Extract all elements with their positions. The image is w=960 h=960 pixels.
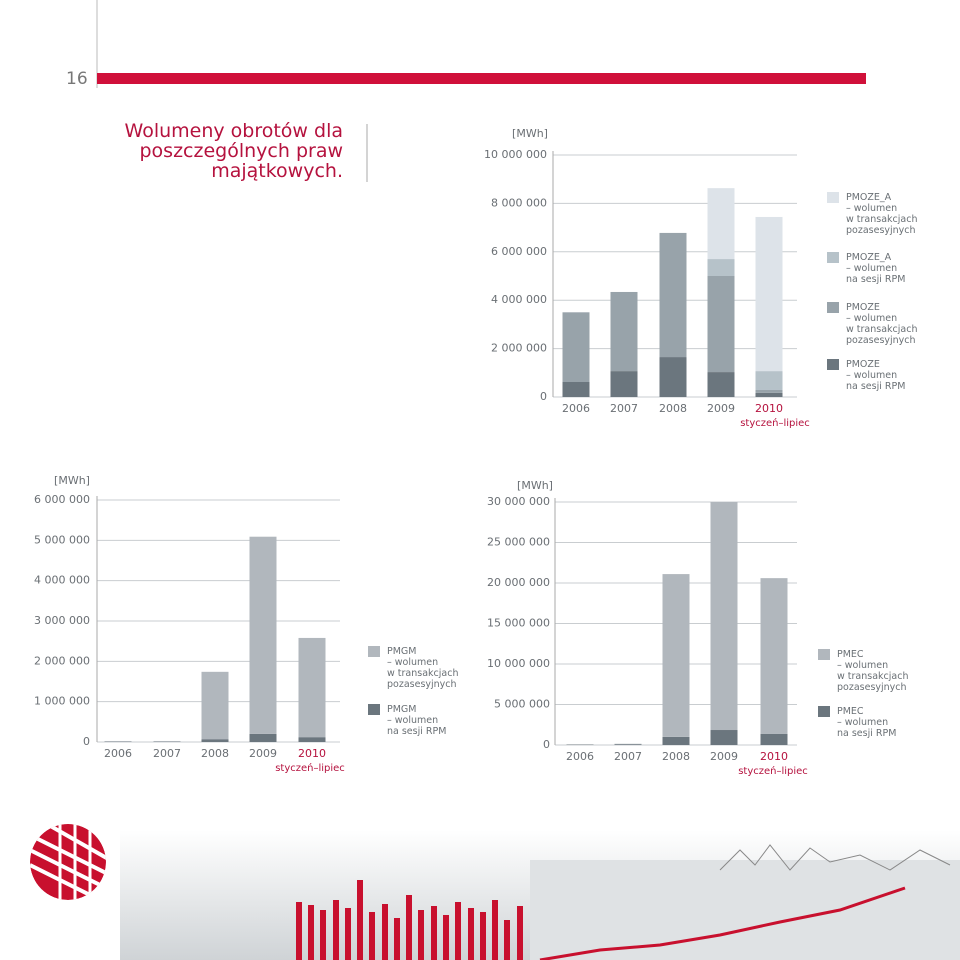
legend-swatch — [827, 252, 839, 263]
legend-label: PMGM – wolumen na sesji RPM — [387, 704, 447, 737]
x-tick-label: 2007 — [614, 750, 642, 763]
y-tick-label: 0 — [540, 390, 547, 403]
y-tick-label: 4 000 000 — [34, 574, 90, 587]
bar-segment — [249, 733, 277, 742]
x-tick-label: 2008 — [662, 750, 690, 763]
bar-segment — [760, 578, 788, 734]
legend-label: PMOZE – wolumen na sesji RPM — [846, 359, 906, 392]
y-tick-label: 25 000 000 — [487, 536, 550, 549]
deco-bars — [296, 880, 523, 960]
legend-swatch — [368, 704, 380, 715]
deco-line — [719, 844, 951, 871]
bar-segment — [755, 389, 783, 393]
y-tick-label: 0 — [83, 735, 90, 748]
bar-segment — [707, 372, 735, 397]
y-tick-label: 1 000 000 — [34, 695, 90, 708]
x-tick-label: 2010 — [298, 747, 326, 760]
legend-label: PMOZE_A – wolumen w transakcjach pozases… — [846, 192, 918, 236]
x-tick-label: 2006 — [104, 747, 132, 760]
legend-swatch — [827, 192, 839, 203]
bar-segment — [610, 371, 638, 397]
bar-segment — [610, 291, 638, 372]
legend-label: PMOZE – wolumen w transakcjach pozasesyj… — [846, 302, 918, 346]
bottom-panel — [530, 860, 960, 960]
y-tick-label: 2 000 000 — [491, 342, 547, 355]
page-number: 16 — [66, 69, 88, 89]
y-tick-label: 2 000 000 — [34, 654, 90, 667]
bar-segment — [662, 574, 690, 737]
bar-segment — [298, 737, 326, 742]
bar-segment — [659, 232, 687, 358]
bar-segment — [562, 312, 590, 382]
y-tick-label: 6 000 000 — [491, 245, 547, 258]
bar-segment — [201, 739, 229, 742]
page-title: Wolumeny obrotów dla poszczególnych praw… — [124, 120, 343, 182]
bar-segment — [562, 381, 590, 397]
x-tick-label: 2009 — [249, 747, 277, 760]
legend-label: PMOZE_A – wolumen na sesji RPM — [846, 252, 906, 285]
y-tick-label: 30 000 000 — [487, 495, 550, 508]
x-tick-label: 2010 — [760, 750, 788, 763]
x-tick-label: 2007 — [610, 402, 638, 415]
bar-segment — [710, 502, 738, 731]
y-tick-label: 8 000 000 — [491, 196, 547, 209]
x-tick-label: 2009 — [710, 750, 738, 763]
bar-segment — [710, 730, 738, 745]
y-tick-label: 10 000 000 — [487, 657, 550, 670]
legend-swatch — [827, 359, 839, 370]
y-axis-label: [MWh] — [517, 479, 553, 492]
bar-segment — [153, 740, 181, 742]
y-axis-label: [MWh] — [512, 127, 548, 140]
x-tick-label: 2006 — [562, 402, 590, 415]
legend-label: PMEC – wolumen na sesji RPM — [837, 706, 897, 739]
deco-line — [539, 886, 906, 960]
category-note: styczeń–lipiec — [275, 762, 345, 774]
x-tick-label: 2008 — [201, 747, 229, 760]
bar-segment — [755, 392, 783, 397]
bar-segment — [755, 216, 783, 372]
bar-segment — [707, 188, 735, 260]
legend-label: PMEC – wolumen w transakcjach pozasesyjn… — [837, 649, 909, 693]
y-tick-label: 6 000 000 — [34, 493, 90, 506]
y-tick-label: 10 000 000 — [484, 148, 547, 161]
bar-segment — [614, 744, 642, 745]
category-note: styczeń–lipiec — [738, 765, 808, 777]
legend-swatch — [818, 706, 830, 717]
category-note: styczeń–lipiec — [740, 417, 810, 429]
bar-segment — [249, 536, 277, 734]
y-tick-label: 4 000 000 — [491, 293, 547, 306]
bar-segment — [755, 371, 783, 390]
bar-segment — [659, 357, 687, 397]
x-tick-label: 2010 — [755, 402, 783, 415]
y-tick-label: 15 000 000 — [487, 617, 550, 630]
bar-segment — [104, 740, 132, 742]
legend-swatch — [827, 302, 839, 313]
y-tick-label: 5 000 000 — [494, 698, 550, 711]
y-tick-label: 20 000 000 — [487, 576, 550, 589]
bar-segment — [707, 259, 735, 276]
x-tick-label: 2006 — [566, 750, 594, 763]
legend-swatch — [368, 646, 380, 657]
y-axis-label: [MWh] — [54, 474, 90, 487]
legend-swatch — [818, 649, 830, 660]
y-tick-label: 5 000 000 — [34, 533, 90, 546]
x-tick-label: 2007 — [153, 747, 181, 760]
header-bar — [97, 73, 866, 84]
bar-segment — [760, 733, 788, 745]
bar-segment — [662, 736, 690, 745]
x-tick-label: 2009 — [707, 402, 735, 415]
bar-segment — [201, 671, 229, 740]
legend-label: PMGM – wolumen w transakcjach pozasesyjn… — [387, 646, 459, 690]
logo — [30, 824, 106, 900]
x-tick-label: 2008 — [659, 402, 687, 415]
y-tick-label: 3 000 000 — [34, 614, 90, 627]
y-tick-label: 0 — [543, 738, 550, 751]
bar-segment — [298, 637, 326, 738]
bar-segment — [707, 276, 735, 373]
